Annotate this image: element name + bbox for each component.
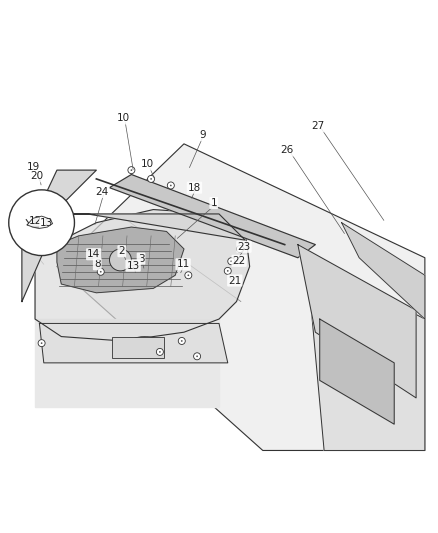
Circle shape	[167, 182, 174, 189]
Circle shape	[150, 178, 152, 180]
Circle shape	[97, 268, 104, 275]
Text: 23: 23	[237, 242, 251, 252]
Text: 26: 26	[280, 146, 293, 156]
Circle shape	[178, 337, 185, 344]
Circle shape	[187, 274, 189, 276]
Polygon shape	[39, 324, 228, 363]
Circle shape	[228, 258, 235, 265]
Circle shape	[181, 340, 183, 342]
Text: 19: 19	[27, 161, 40, 172]
Polygon shape	[320, 319, 394, 424]
Polygon shape	[35, 209, 250, 341]
Polygon shape	[57, 214, 245, 240]
Circle shape	[41, 342, 42, 344]
Text: 13: 13	[40, 217, 53, 228]
Polygon shape	[298, 245, 416, 398]
Text: 12: 12	[29, 215, 42, 225]
Bar	[112, 336, 164, 359]
Circle shape	[237, 246, 244, 253]
Text: 22: 22	[233, 256, 246, 266]
Text: 9: 9	[199, 130, 206, 140]
Text: 21: 21	[228, 276, 241, 286]
Text: 3: 3	[138, 254, 145, 264]
Circle shape	[110, 249, 131, 271]
Text: 14: 14	[87, 249, 100, 259]
Circle shape	[170, 184, 172, 187]
Polygon shape	[110, 174, 315, 258]
Text: 20: 20	[31, 171, 44, 181]
Circle shape	[227, 270, 229, 272]
Polygon shape	[57, 227, 184, 293]
Circle shape	[239, 248, 241, 250]
Ellipse shape	[127, 336, 162, 354]
Circle shape	[185, 272, 192, 279]
Circle shape	[196, 356, 198, 357]
Text: 13: 13	[127, 261, 140, 271]
Circle shape	[159, 351, 161, 353]
Circle shape	[131, 169, 132, 171]
Circle shape	[230, 260, 232, 262]
Polygon shape	[307, 258, 425, 450]
Circle shape	[148, 175, 155, 182]
Circle shape	[9, 190, 74, 255]
Text: 10: 10	[141, 159, 154, 169]
Circle shape	[128, 167, 135, 174]
Text: 10: 10	[117, 114, 130, 124]
Circle shape	[38, 340, 45, 346]
Text: 8: 8	[94, 260, 101, 269]
Text: 11: 11	[177, 260, 190, 269]
Circle shape	[156, 349, 163, 356]
Circle shape	[224, 268, 231, 274]
Text: 1: 1	[210, 198, 217, 208]
Polygon shape	[57, 144, 425, 450]
Polygon shape	[342, 223, 425, 319]
Circle shape	[194, 353, 201, 360]
Circle shape	[100, 271, 102, 273]
Text: 27: 27	[311, 122, 324, 131]
Polygon shape	[35, 319, 219, 407]
Polygon shape	[22, 170, 96, 302]
Text: 2: 2	[118, 246, 125, 256]
Polygon shape	[27, 216, 53, 229]
Text: 24: 24	[95, 187, 109, 197]
Text: 18: 18	[188, 183, 201, 192]
